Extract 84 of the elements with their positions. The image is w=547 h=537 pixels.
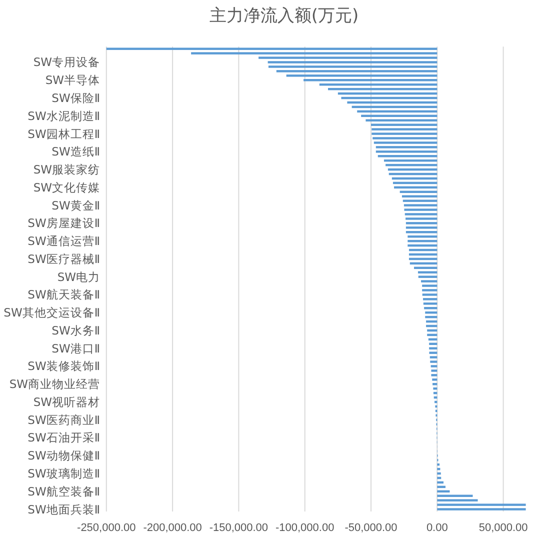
bar — [372, 137, 438, 140]
y-tick-label: SW水泥制造Ⅱ — [28, 108, 100, 123]
bar — [372, 132, 438, 135]
x-tick-label: -100,000.00 — [275, 522, 334, 534]
bar — [268, 61, 438, 64]
bar — [276, 70, 438, 72]
bar — [437, 476, 442, 480]
y-tick-label: SW文化传媒 — [33, 180, 100, 194]
bar — [437, 486, 446, 488]
y-tick-label: SW服装家纺 — [33, 162, 100, 177]
y-tick-label: SW半导体 — [45, 73, 100, 88]
bar — [268, 66, 438, 68]
bar — [376, 146, 438, 148]
bar — [437, 481, 444, 484]
bar — [430, 360, 438, 363]
bar — [429, 352, 438, 354]
y-tick-label: SW专用设备 — [33, 55, 100, 70]
bar — [422, 294, 438, 296]
y-tick-label: SW玻璃制造Ⅱ — [28, 466, 100, 481]
y-tick-label: SW装修装饰Ⅱ — [28, 359, 100, 374]
bar — [430, 356, 438, 358]
bar — [366, 119, 438, 122]
bar — [437, 472, 441, 475]
x-tick-label: -50,000.00 — [344, 522, 398, 534]
bar — [404, 204, 438, 206]
bar — [423, 298, 438, 300]
y-tick-label: SW电力 — [57, 270, 100, 284]
y-tick-label: SW石油开采Ⅱ — [28, 430, 100, 445]
y-tick-label: SW保险Ⅱ — [52, 91, 100, 106]
bar — [437, 508, 526, 510]
bar — [422, 289, 438, 292]
x-tick-label: -200,000.00 — [143, 522, 202, 534]
bar — [422, 284, 438, 287]
bar — [431, 370, 438, 372]
bar — [258, 56, 438, 59]
y-tick-label: SW造纸Ⅱ — [52, 144, 100, 159]
bar — [437, 504, 526, 506]
y-tick-label: SW通信运营Ⅱ — [28, 234, 100, 248]
y-tick-label: SW视听器材 — [33, 394, 100, 409]
x-tick-label: -150,000.00 — [209, 522, 268, 534]
bar — [402, 200, 438, 202]
y-tick-label: SW医疗器械Ⅱ — [28, 252, 100, 266]
bar — [433, 387, 438, 390]
y-tick-label: SW港口Ⅱ — [52, 341, 100, 356]
x-tick-label: 0.00 — [426, 522, 448, 534]
y-tick-label: SW园林工程Ⅱ — [28, 126, 100, 141]
bar — [423, 302, 438, 305]
bar — [430, 365, 438, 368]
bar — [437, 499, 478, 502]
y-tick-label: SW其他交运设备Ⅱ — [4, 306, 100, 320]
y-tick-label: SW黄金Ⅱ — [52, 198, 100, 212]
bar — [418, 271, 438, 274]
bar — [106, 48, 438, 50]
bar — [341, 96, 438, 100]
bar — [404, 213, 438, 216]
bar — [437, 463, 440, 466]
bar — [372, 128, 438, 130]
y-tick-label: SW医药商业Ⅱ — [28, 412, 100, 427]
y-tick-label: SW商业物业经营 — [9, 377, 100, 392]
bar — [418, 276, 438, 278]
y-tick-label: SW水务Ⅱ — [52, 323, 100, 338]
bar — [347, 101, 438, 104]
bar — [429, 347, 438, 350]
x-tick-label: 50,000.00 — [478, 522, 528, 534]
bar — [191, 52, 438, 54]
bar — [406, 226, 438, 229]
bar — [406, 218, 438, 220]
y-tick-label: SW航空装备Ⅱ — [28, 484, 100, 498]
x-tick-label: -250,000.00 — [77, 522, 136, 534]
bar — [406, 222, 438, 224]
bar — [431, 374, 438, 376]
chart-title: 主力净流入额(万元) — [209, 6, 359, 26]
bar — [402, 195, 438, 198]
y-tick-label: SW航天装备Ⅱ — [28, 288, 100, 302]
bar — [421, 280, 438, 282]
y-tick-label: SW房屋建设Ⅱ — [28, 216, 100, 230]
bar — [437, 494, 473, 497]
y-tick-label: SW动物保健Ⅱ — [28, 448, 100, 463]
y-tick-label: SW地面兵装Ⅱ — [28, 502, 100, 516]
bar — [374, 142, 438, 144]
bar — [404, 208, 438, 211]
bar — [371, 124, 438, 126]
bar — [286, 74, 438, 77]
bar — [376, 150, 438, 153]
